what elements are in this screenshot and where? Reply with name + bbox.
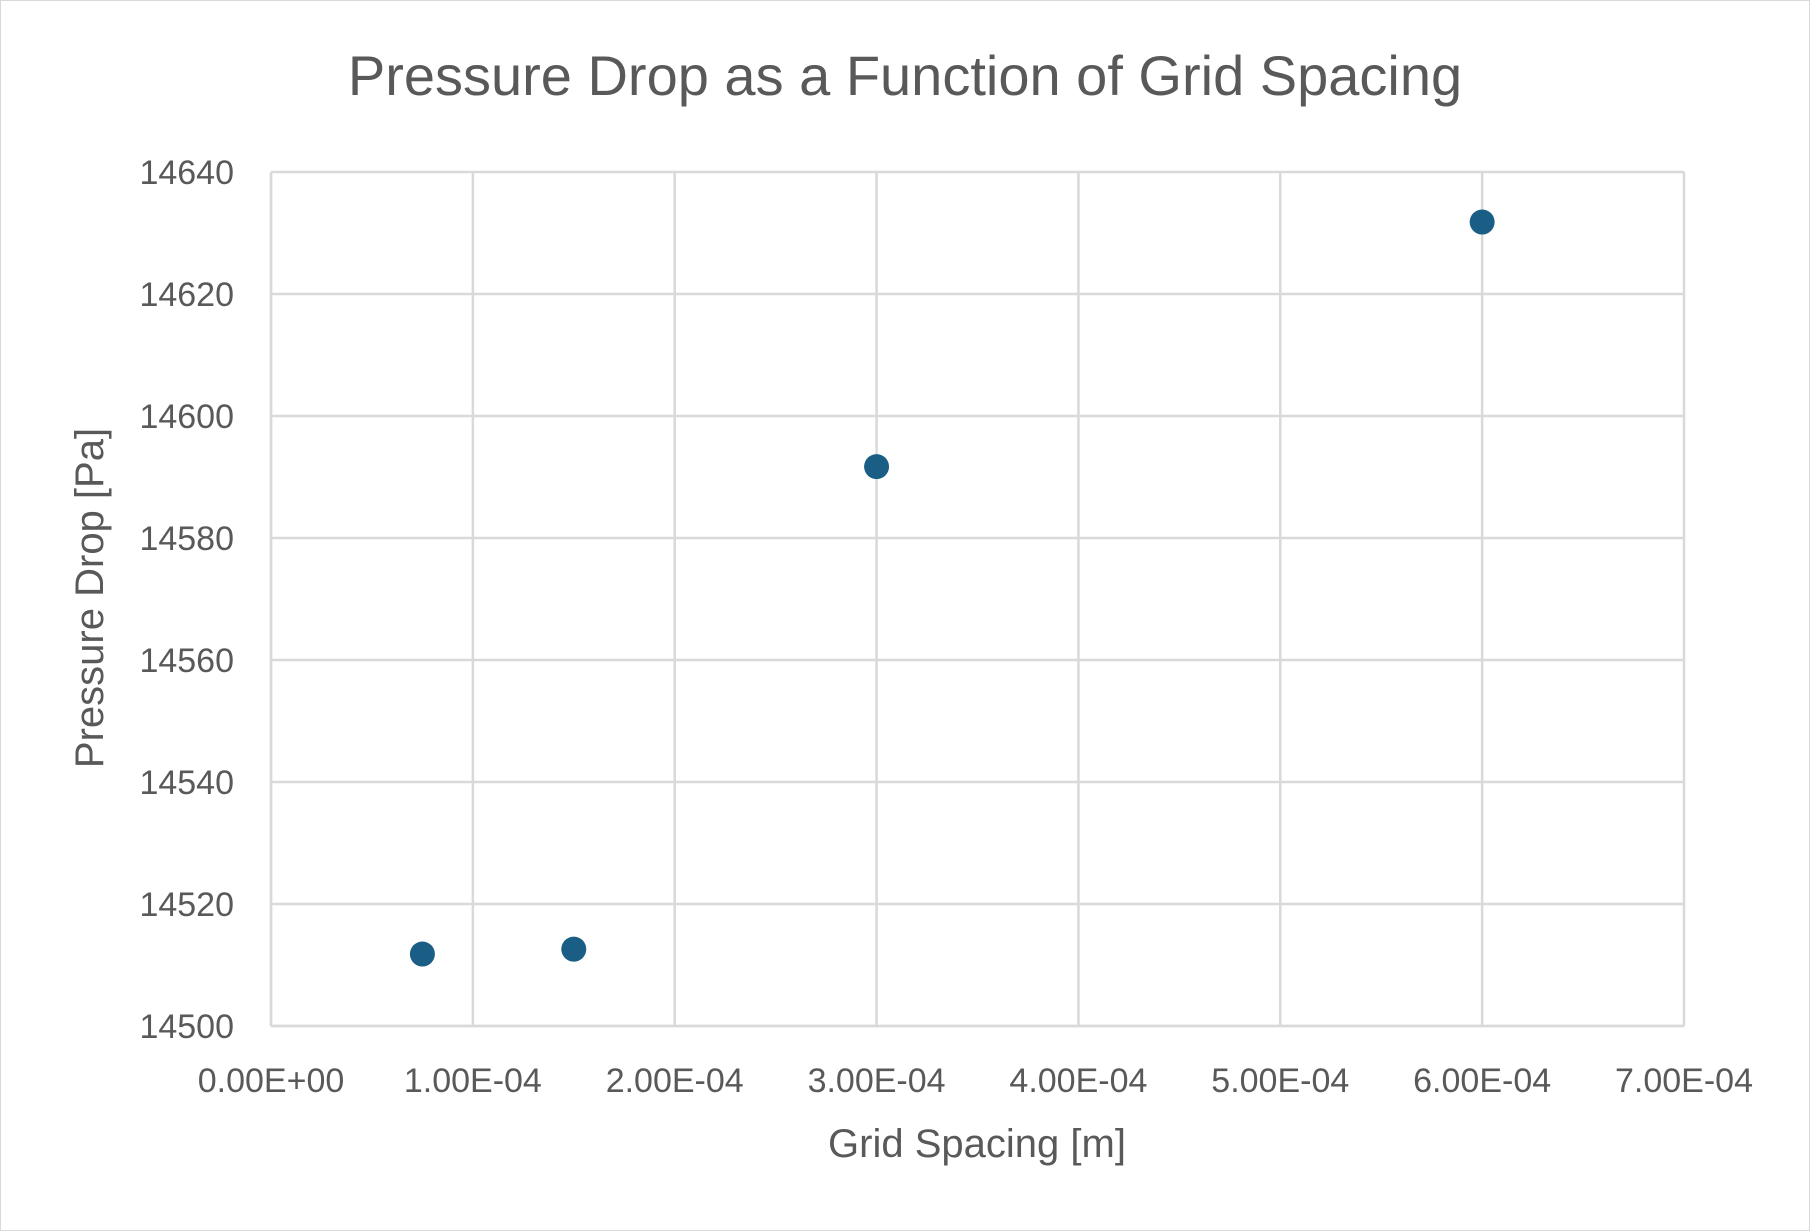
y-tick-label: 14560: [139, 642, 234, 680]
x-tick-label: 1.00E-04: [404, 1062, 542, 1100]
x-tick-label: 7.00E-04: [1615, 1062, 1753, 1100]
y-tick-label: 14640: [139, 154, 234, 192]
y-tick-labels: 14500 14520 14540 14560 14580 14600 14620 14640: [139, 154, 234, 1046]
data-point: [864, 454, 890, 480]
x-tick-label: 3.00E-04: [808, 1062, 946, 1100]
y-tick-label: 14620: [139, 276, 234, 314]
chart-title: Pressure Drop as a Function of Grid Spac…: [348, 44, 1462, 107]
y-axis-title: Pressure Drop [Pa]: [68, 428, 112, 768]
y-tick-label: 14600: [139, 398, 234, 436]
x-tick-label: 4.00E-04: [1009, 1062, 1147, 1100]
data-point: [1469, 209, 1495, 235]
data-point: [561, 936, 587, 962]
data-point: [409, 941, 435, 967]
x-tick-labels: 0.00E+00 1.00E-04 2.00E-04 3.00E-04 4.00E-04…: [198, 1062, 1753, 1100]
gridlines: [269, 170, 1686, 1028]
y-tick-label: 14580: [139, 520, 234, 558]
x-tick-label: 5.00E-04: [1211, 1062, 1349, 1100]
x-tick-label: 6.00E-04: [1413, 1062, 1551, 1100]
y-tick-label: 14500: [139, 1008, 234, 1046]
x-tick-label: 2.00E-04: [606, 1062, 744, 1100]
y-tick-label: 14520: [139, 886, 234, 924]
x-axis-title: Grid Spacing [m]: [828, 1122, 1126, 1166]
y-tick-label: 14540: [139, 764, 234, 802]
data-points: [409, 209, 1495, 967]
x-tick-label: 0.00E+00: [198, 1062, 345, 1100]
axes: [269, 172, 1684, 1028]
